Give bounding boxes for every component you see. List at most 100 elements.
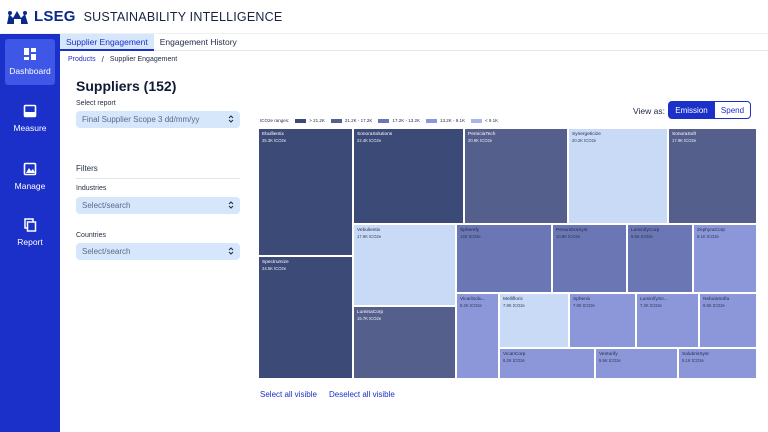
- legend-label: 21.2K - 17.2K: [344, 118, 373, 123]
- cell-value: 14K tCO2e: [460, 234, 481, 239]
- filters-title: Filters: [76, 164, 98, 173]
- treemap-cell[interactable]: Mellifloric 7.8K tCO2e: [499, 293, 569, 348]
- cell-name: VicariSolu...: [460, 297, 486, 302]
- industries-placeholder: Select/search: [82, 201, 131, 210]
- cell-value: 6.9K tCO2e: [703, 303, 725, 308]
- breadcrumb-current: Supplier Engagement: [109, 56, 178, 63]
- treemap-cell[interactable]: Vebulientix 17.9K tCO2e: [353, 224, 456, 306]
- cell-name: Ebullientix: [262, 132, 284, 137]
- breadcrumb-separator: /: [101, 55, 104, 64]
- sidebar-item-measure[interactable]: Measure: [5, 96, 55, 142]
- legend-item: 17.2K - 13.2K: [378, 118, 420, 123]
- cell-name: LuminaCorp: [357, 310, 384, 315]
- cell-name: LuminifyCorp: [631, 228, 660, 233]
- countries-select[interactable]: Select/search: [76, 243, 240, 260]
- cell-value: 17.9K tCO2e: [672, 138, 697, 143]
- chevron-updown-icon: [228, 114, 234, 124]
- dashboard-icon: [23, 47, 37, 61]
- sidebar: Dashboard Measure Manage Report: [0, 34, 60, 432]
- cell-name: Sphenix: [573, 297, 591, 302]
- filters-divider: [76, 178, 240, 179]
- legend-swatch: [471, 118, 482, 123]
- cell-name: ZephyraCorp: [697, 228, 725, 233]
- countries-label: Countries: [76, 232, 106, 239]
- treemap-cell[interactable]: LuminifyCorp 9.5K tCO2e: [627, 224, 693, 293]
- cell-value: 25.3K tCO2e: [262, 138, 287, 143]
- cell-value: 15.7K tCO2e: [357, 316, 382, 321]
- sidebar-item-report[interactable]: Report: [5, 210, 55, 256]
- cell-name: SonoraSolutions: [357, 132, 393, 137]
- deselect-all-visible-link[interactable]: Deselect all visible: [329, 390, 395, 399]
- legend-title: tCO2e ranges:: [260, 118, 290, 123]
- spend-toggle-button[interactable]: Spend: [714, 101, 751, 119]
- supplier-treemap: Ebullientix 25.3K tCO2e SonoraSolutions …: [258, 128, 757, 379]
- legend-item: 21.2K - 17.2K: [330, 118, 373, 123]
- cell-value: 22.4K tCO2e: [357, 138, 382, 143]
- lseg-logo[interactable]: LSEG: [5, 8, 76, 26]
- cell-name: PerniciaTech: [468, 132, 496, 137]
- select-all-visible-link[interactable]: Select all visible: [260, 390, 317, 399]
- sidebar-item-manage[interactable]: Manage: [5, 154, 55, 200]
- treemap-cell[interactable]: SonoraSoft 17.9K tCO2e: [668, 128, 757, 224]
- legend-label: > 21.2K: [309, 118, 325, 123]
- cell-value: 7.3K tCO2e: [640, 303, 662, 308]
- treemap-cell[interactable]: Venturify 5.9K tCO2e: [595, 348, 678, 379]
- cell-value: 5.1K tCO2e: [682, 358, 704, 363]
- cell-name: LuminifySo...: [640, 297, 668, 302]
- sidebar-item-label: Dashboard: [9, 66, 51, 76]
- cell-name: Venturify: [599, 352, 618, 357]
- treemap-cell[interactable]: Synergeticize 20.2K tCO2e: [568, 128, 668, 224]
- treemap-cell[interactable]: PenumbraSyst 10.8K tCO2e: [552, 224, 627, 293]
- treemap-cell[interactable]: LuminifySo... 7.3K tCO2e: [636, 293, 699, 348]
- legend-label: 17.2K - 13.2K: [392, 118, 420, 123]
- treemap-cell[interactable]: Ebullientix 25.3K tCO2e: [258, 128, 353, 256]
- top-header: LSEG SUSTAINABILITY INTELLIGENCE: [0, 0, 768, 34]
- cell-value: 5.9K tCO2e: [599, 358, 621, 363]
- treemap-cell[interactable]: LuminaCorp 15.7K tCO2e: [353, 306, 456, 379]
- sidebar-item-dashboard[interactable]: Dashboard: [5, 39, 55, 85]
- chevron-updown-icon: [228, 200, 234, 210]
- cell-name: Spherefy: [460, 228, 480, 233]
- tab-engagement-history[interactable]: Engagement History: [159, 37, 237, 47]
- legend-item: 13.2K - 9.1K: [425, 118, 465, 123]
- treemap-cell[interactable]: VicariSolu... 8.2K tCO2e: [456, 293, 499, 379]
- treemap-cell[interactable]: SonoraSolutions 22.4K tCO2e: [353, 128, 464, 224]
- sidebar-item-label: Measure: [13, 123, 47, 133]
- treemap-cell[interactable]: Sphenix 7.8K tCO2e: [569, 293, 636, 348]
- view-as-label: View as:: [633, 106, 665, 116]
- manage-icon: [23, 162, 37, 176]
- cell-name: Mellifloric: [503, 297, 523, 302]
- treemap-cell[interactable]: ZephyraCorp 9.1K tCO2e: [693, 224, 757, 293]
- industries-label: Industries: [76, 185, 107, 192]
- cell-name: Synergeticize: [572, 132, 601, 137]
- legend-label: 13.2K - 9.1K: [439, 118, 465, 123]
- cell-name: NebulaSofia: [703, 297, 730, 302]
- tab-supplier-engagement[interactable]: Supplier Engagement: [60, 34, 154, 51]
- sidebar-item-label: Report: [17, 237, 43, 247]
- legend-item: < 9.1K: [471, 118, 498, 123]
- treemap-cell[interactable]: PerniciaTech 20.9K tCO2e: [464, 128, 568, 224]
- cell-name: SalubrisSyst: [682, 352, 709, 357]
- cell-name: VicariCorp: [503, 352, 526, 357]
- treemap-cell[interactable]: SalubrisSyst 5.1K tCO2e: [678, 348, 757, 379]
- emission-toggle-button[interactable]: Emission: [668, 101, 715, 119]
- industries-select[interactable]: Select/search: [76, 197, 240, 214]
- cell-name: Spectrumize: [262, 260, 289, 265]
- chevron-updown-icon: [228, 246, 234, 256]
- cell-value: 8.2K tCO2e: [460, 303, 482, 308]
- legend-swatch: [425, 118, 437, 123]
- cell-value: 20.9K tCO2e: [468, 138, 493, 143]
- treemap-cell[interactable]: VicariCorp 6.2K tCO2e: [499, 348, 595, 379]
- legend-swatch: [378, 118, 390, 123]
- breadcrumb-products-link[interactable]: Products: [68, 56, 96, 63]
- legend-swatch: [295, 118, 307, 123]
- treemap-cell[interactable]: NebulaSofia 6.9K tCO2e: [699, 293, 757, 348]
- report-select[interactable]: Final Supplier Scope 3 dd/mm/yy: [76, 111, 240, 128]
- legend-item: > 21.2K: [295, 118, 325, 123]
- treemap-cell[interactable]: Spectrumize 24.5K tCO2e: [258, 256, 353, 379]
- treemap-cell[interactable]: Spherefy 14K tCO2e: [456, 224, 552, 293]
- breadcrumb: Products / Supplier Engagement: [68, 55, 177, 64]
- cell-name: Vebulientix: [357, 228, 381, 233]
- emission-range-legend: tCO2e ranges: > 21.2K 21.2K - 17.2K 17.2…: [260, 118, 504, 123]
- report-icon: [23, 218, 37, 232]
